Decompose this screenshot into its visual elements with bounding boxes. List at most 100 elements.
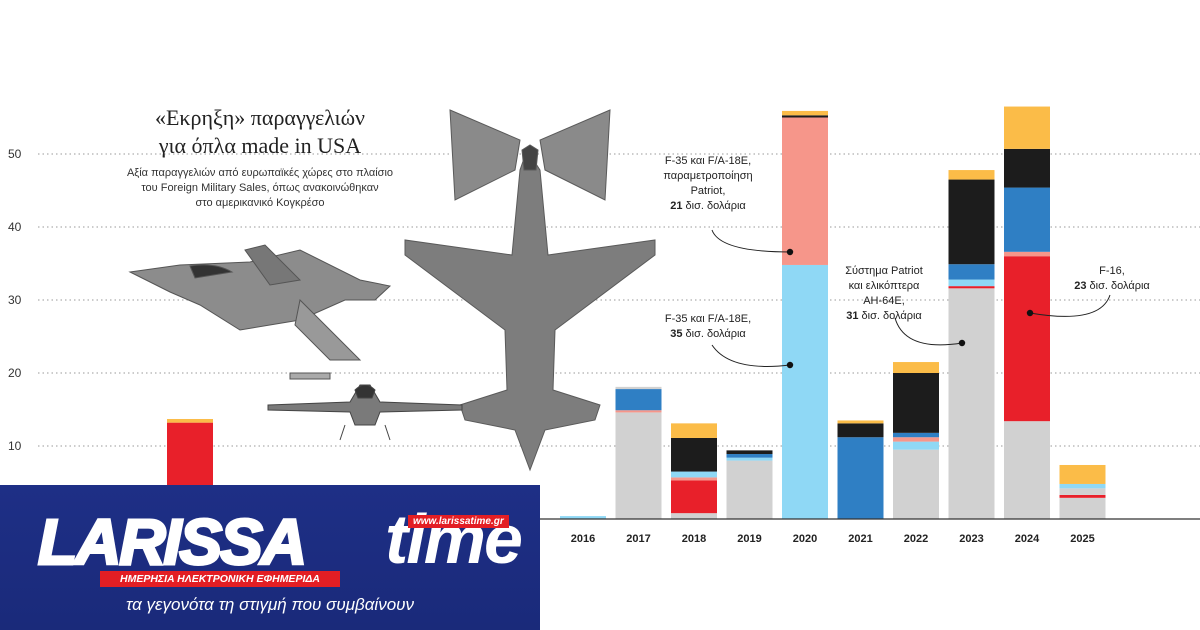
chart-subtitle: Αξία παραγγελιών από ευρωπαϊκές χώρες στ…	[110, 166, 410, 211]
bar-segment	[893, 362, 939, 373]
leader-line	[711, 344, 791, 367]
bar-segment	[1004, 187, 1050, 252]
leader-dot	[1026, 309, 1034, 317]
chart-title-line: για όπλα made in USA	[158, 133, 362, 158]
x-tick-label: 2024	[1015, 533, 1040, 545]
bar-segment	[1004, 421, 1050, 519]
bar-segment	[893, 441, 939, 450]
f16-jet-side-icon	[128, 244, 392, 380]
bar-segment	[560, 516, 606, 519]
bar-segment	[837, 423, 884, 438]
leader-dot	[786, 361, 794, 369]
annotation-line: παραμετροποίηση	[663, 170, 753, 182]
x-tick-label: 2018	[682, 533, 706, 545]
bar-segment	[615, 412, 662, 519]
bar-segment	[782, 115, 828, 118]
x-tick-label: 2020	[793, 533, 817, 545]
x-tick-label: 2021	[848, 533, 872, 545]
chart-title: «Εκρηξη» παραγγελιών για όπλα made in US…	[110, 104, 410, 160]
leader-line	[894, 317, 963, 346]
annotation-unit: δισ. δολάρια	[682, 200, 746, 212]
x-tick-label: 2016	[571, 533, 595, 545]
bar-segment	[1059, 488, 1106, 495]
leader-dot	[958, 339, 966, 347]
bar-segment	[893, 432, 939, 438]
logo-tagline: τα γεγονότα τη στιγμή που συμβαίνουν	[125, 595, 415, 614]
bar-segment	[1004, 256, 1050, 422]
bar-segment	[1059, 483, 1106, 489]
bar-segment	[1059, 494, 1106, 498]
y-tick-labels: 10 20 30 40 50	[8, 147, 22, 453]
bar-segment	[1004, 148, 1050, 188]
x-tick-labels: 2016 2017 2018 2019 2020 2021 2022 2023 2024 2025	[571, 533, 1095, 545]
y-tick-label: 20	[8, 366, 22, 380]
bar-segment	[893, 437, 939, 442]
f16-jet-front-icon	[267, 384, 463, 441]
annotation-line: F-16,	[1099, 265, 1125, 277]
annotation-line: F-35 και F/A-18E,	[664, 155, 752, 167]
bar-segment	[948, 286, 995, 289]
y-tick-label: 40	[8, 220, 22, 234]
logo-url[interactable]: www.larissatime.gr	[408, 515, 509, 528]
x-tick-label: 2022	[904, 533, 928, 545]
bar-segment	[167, 418, 213, 423]
annotation-leader-lines	[711, 229, 1111, 369]
bar-segment	[837, 420, 884, 424]
bar-segment	[948, 179, 995, 265]
x-tick-label: 2017	[626, 533, 650, 545]
bar-segment	[726, 457, 773, 461]
annotation-2024: F-16, 23 δισ. δολάρια	[1052, 264, 1172, 294]
chart-subtitle-line: Αξία παραγγελιών από ευρωπαϊκές χώρες στ…	[126, 167, 394, 179]
chart-subtitle-line: του Foreign Military Sales, όπως ανακοιν…	[141, 182, 379, 194]
aircraft-illustrations	[128, 109, 656, 472]
x-tick-label: 2023	[959, 533, 983, 545]
annotation-2020-bottom: F-35 και F/A-18E, 35 δισ. δολάρια	[648, 312, 768, 342]
annotation-value: 21 δισ. δολάρια	[648, 199, 768, 214]
bar-segment	[782, 264, 828, 519]
bar-segment	[1004, 251, 1050, 257]
bar-segment	[615, 386, 662, 390]
bar-segment	[948, 170, 995, 180]
annotation-2023: Σύστημα Patriot και ελικόπτερα AH-64E, 3…	[824, 264, 944, 324]
annotation-value: 23 δισ. δολάρια	[1052, 279, 1172, 294]
bar-segment	[726, 460, 773, 519]
bar-segment	[1059, 464, 1106, 484]
leader-dot	[786, 248, 794, 256]
annotation-line: F-35 και F/A-18E,	[664, 313, 752, 325]
bar-segment	[837, 437, 884, 519]
larissatime-logo-banner[interactable]: LARISSA time www.larissatime.gr ΗΜΕΡΗΣΙΑ…	[0, 485, 540, 630]
annotation-value: 35 δισ. δολάρια	[648, 327, 768, 342]
annotation-line: και ελικόπτερα	[848, 280, 920, 292]
bar-segment	[671, 437, 717, 472]
bar-segment	[671, 480, 717, 514]
bar-segment	[782, 117, 828, 265]
annotation-amount: 35	[670, 328, 683, 340]
y-tick-label: 30	[8, 293, 22, 307]
annotation-unit: δισ. δολάρια	[1086, 280, 1150, 292]
chart-subtitle-line: στο αμερικανικό Κογκρέσο	[195, 197, 325, 209]
annotation-line: Patriot,	[690, 185, 726, 197]
logo-time-wordmark: time	[385, 500, 523, 578]
bar-segment	[1059, 497, 1106, 519]
bar-segment	[726, 450, 773, 455]
bar-segment	[948, 264, 995, 280]
bar-segment	[671, 513, 717, 519]
x-tick-label: 2025	[1070, 533, 1094, 545]
annotation-line: Σύστημα Patriot	[845, 265, 923, 277]
bar-segment	[726, 454, 773, 458]
bar-segment	[671, 423, 717, 438]
x-tick-label: 2019	[737, 533, 761, 545]
bar-segment	[893, 449, 939, 519]
f35-jet-icon	[404, 109, 656, 472]
bar-segment	[948, 279, 995, 287]
bar-segment	[615, 389, 662, 411]
bar-segment	[782, 110, 828, 116]
y-tick-label: 10	[8, 439, 22, 453]
bar-segment	[671, 477, 717, 481]
logo-wordmark: LARISSA	[37, 505, 309, 580]
bar-segment	[1004, 106, 1050, 149]
annotation-value: 31 δισ. δολάρια	[824, 309, 944, 324]
annotation-amount: 23	[1074, 280, 1087, 292]
bar-segment	[948, 288, 995, 519]
annotation-unit: δισ. δολάρια	[858, 310, 922, 322]
